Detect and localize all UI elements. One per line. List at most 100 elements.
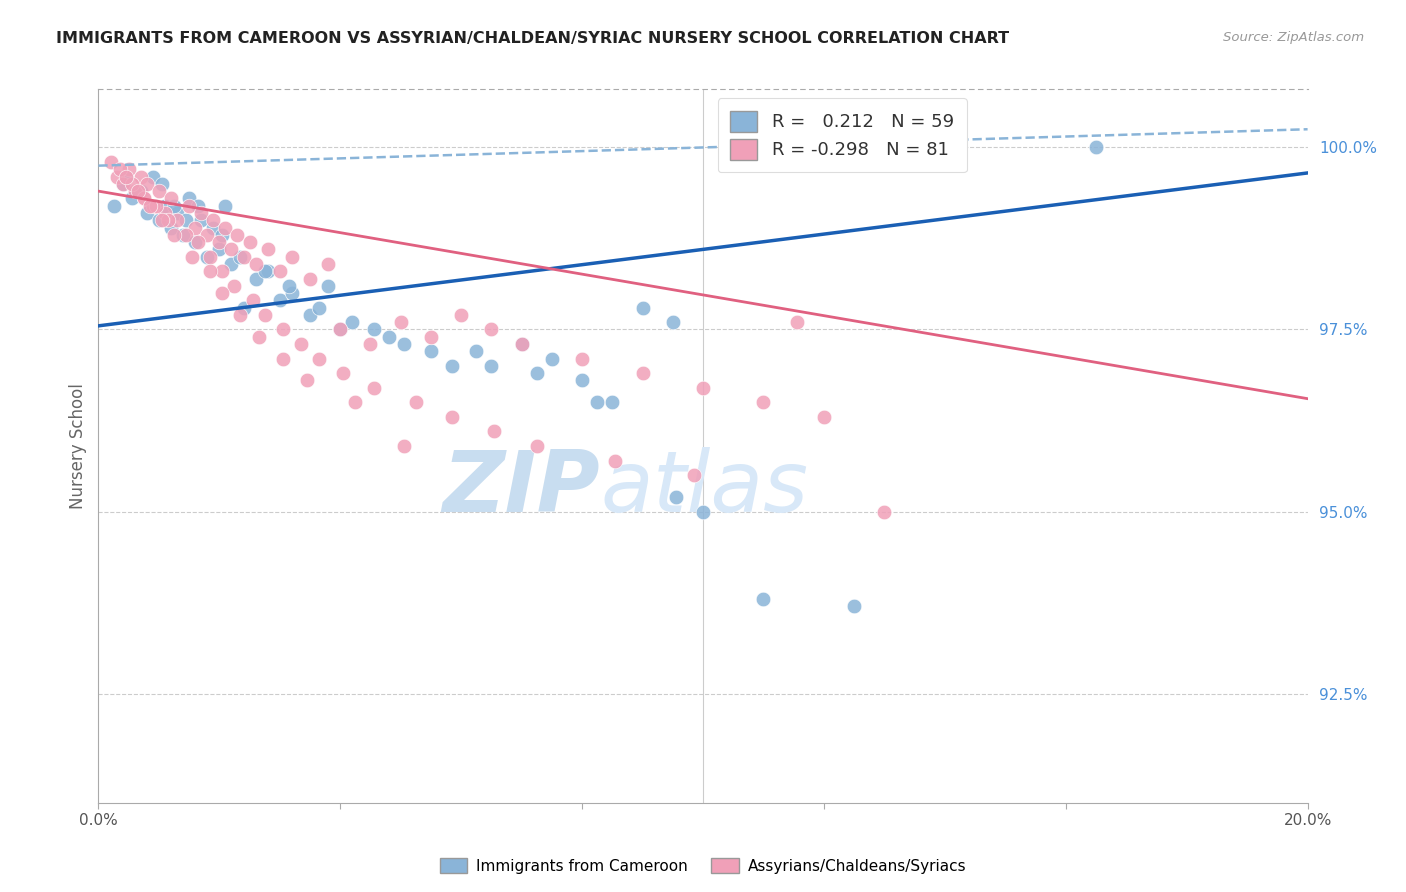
- Point: [160, 220, 183, 235]
- Point: [389, 315, 412, 329]
- Point: [174, 213, 197, 227]
- Point: [484, 425, 506, 439]
- Point: [683, 468, 706, 483]
- Point: [121, 191, 143, 205]
- Point: [163, 227, 186, 242]
- Point: [602, 395, 624, 409]
- Point: [195, 250, 218, 264]
- Point: [150, 177, 173, 191]
- Point: [245, 257, 267, 271]
- Point: [187, 235, 209, 249]
- Point: [332, 366, 354, 380]
- Point: [172, 227, 194, 242]
- Point: [202, 213, 225, 227]
- Point: [605, 453, 627, 467]
- Point: [363, 381, 385, 395]
- Point: [224, 278, 246, 293]
- Point: [214, 220, 236, 235]
- Point: [752, 591, 775, 606]
- Point: [174, 227, 197, 242]
- Point: [316, 278, 339, 293]
- Point: [813, 409, 835, 424]
- Text: Source: ZipAtlas.com: Source: ZipAtlas.com: [1223, 31, 1364, 45]
- Point: [187, 199, 209, 213]
- Point: [308, 351, 330, 366]
- Point: [752, 395, 775, 409]
- Point: [127, 184, 149, 198]
- Point: [111, 177, 134, 191]
- Point: [377, 330, 399, 344]
- Point: [135, 206, 157, 220]
- Point: [271, 351, 294, 366]
- Point: [392, 337, 415, 351]
- Point: [160, 191, 183, 205]
- Point: [221, 243, 243, 257]
- Point: [465, 344, 488, 359]
- Point: [510, 337, 533, 351]
- Point: [450, 308, 472, 322]
- Point: [200, 264, 222, 278]
- Point: [127, 184, 149, 198]
- Point: [316, 257, 339, 271]
- Point: [208, 235, 231, 249]
- Point: [541, 351, 564, 366]
- Point: [631, 366, 654, 380]
- Point: [631, 301, 654, 315]
- Point: [156, 213, 179, 227]
- Point: [342, 315, 364, 329]
- Point: [232, 250, 254, 264]
- Point: [150, 213, 173, 227]
- Point: [481, 359, 503, 373]
- Point: [142, 199, 165, 213]
- Point: [786, 315, 808, 329]
- Point: [571, 351, 593, 366]
- Point: [441, 409, 464, 424]
- Point: [181, 250, 204, 264]
- Point: [662, 315, 685, 329]
- Point: [308, 301, 330, 315]
- Point: [114, 169, 136, 184]
- Legend: Immigrants from Cameroon, Assyrians/Chaldeans/Syriacs: Immigrants from Cameroon, Assyrians/Chal…: [433, 852, 973, 880]
- Point: [153, 206, 176, 220]
- Point: [245, 271, 267, 285]
- Point: [145, 199, 167, 213]
- Point: [166, 206, 188, 220]
- Point: [299, 308, 322, 322]
- Point: [253, 264, 276, 278]
- Point: [269, 264, 291, 278]
- Point: [329, 322, 352, 336]
- Point: [221, 257, 243, 271]
- Point: [247, 330, 270, 344]
- Point: [229, 250, 252, 264]
- Point: [256, 243, 278, 257]
- Point: [166, 213, 188, 227]
- Point: [132, 191, 155, 205]
- Point: [665, 490, 688, 504]
- Point: [129, 169, 152, 184]
- Point: [526, 366, 548, 380]
- Legend: R =   0.212   N = 59, R = -0.298   N = 81: R = 0.212 N = 59, R = -0.298 N = 81: [717, 98, 966, 172]
- Point: [190, 206, 212, 220]
- Point: [271, 322, 294, 336]
- Point: [153, 199, 176, 213]
- Point: [571, 374, 593, 388]
- Point: [114, 169, 136, 184]
- Point: [277, 278, 299, 293]
- Point: [118, 162, 141, 177]
- Point: [129, 184, 152, 198]
- Point: [139, 199, 162, 213]
- Point: [211, 286, 233, 301]
- Point: [100, 155, 122, 169]
- Point: [329, 322, 352, 336]
- Point: [392, 439, 415, 453]
- Point: [873, 504, 896, 518]
- Point: [299, 271, 322, 285]
- Point: [232, 301, 254, 315]
- Point: [190, 213, 212, 227]
- Point: [269, 293, 291, 308]
- Point: [184, 220, 207, 235]
- Point: [360, 337, 382, 351]
- Point: [510, 337, 533, 351]
- Point: [290, 337, 312, 351]
- Point: [132, 191, 155, 205]
